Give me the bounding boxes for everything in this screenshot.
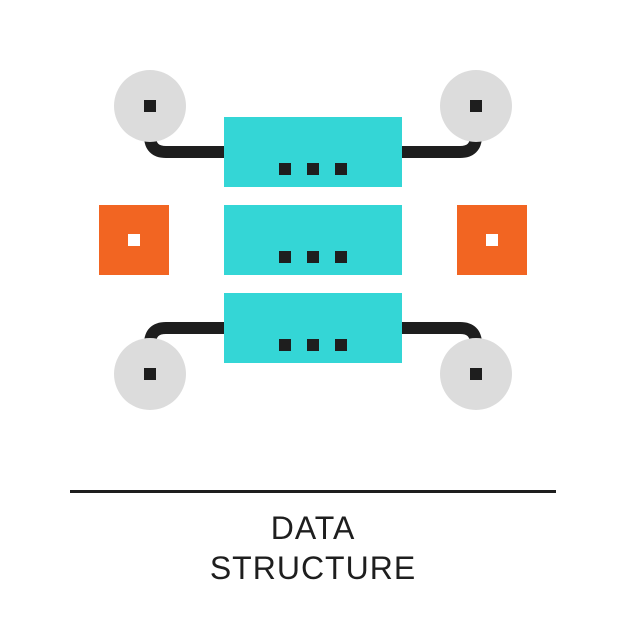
infographic-container: DATA STRUCTURE xyxy=(0,0,626,626)
title-line-2: STRUCTURE xyxy=(0,548,626,588)
divider-line xyxy=(70,490,556,493)
title-block: DATA STRUCTURE xyxy=(0,508,626,588)
title-line-1: DATA xyxy=(0,508,626,548)
data-structure-icon xyxy=(0,0,626,480)
